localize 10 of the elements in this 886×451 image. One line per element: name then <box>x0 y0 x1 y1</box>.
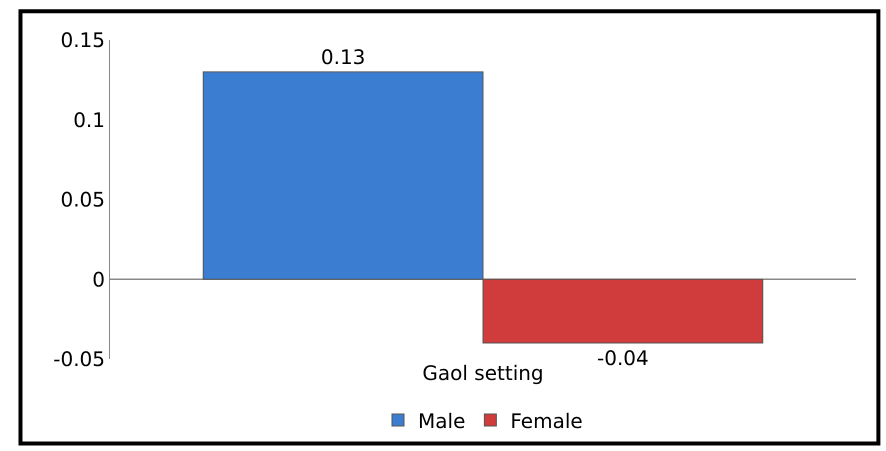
legend-label: Male <box>418 408 466 433</box>
data-label: -0.04 <box>597 346 649 370</box>
y-tick-label: 0.1 <box>73 108 105 132</box>
y-tick-label: 0 <box>92 267 105 292</box>
data-label: 0.13 <box>320 44 366 69</box>
x-tick-label: Gaol setting <box>422 361 544 385</box>
y-tick-label: -0.05 <box>53 347 105 371</box>
y-tick-label: 0.05 <box>60 188 105 212</box>
y-tick-label: 0.15 <box>60 28 105 52</box>
legend-label: Female <box>510 408 583 433</box>
